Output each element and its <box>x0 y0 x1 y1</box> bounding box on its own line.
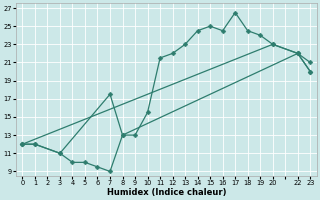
X-axis label: Humidex (Indice chaleur): Humidex (Indice chaleur) <box>107 188 226 197</box>
